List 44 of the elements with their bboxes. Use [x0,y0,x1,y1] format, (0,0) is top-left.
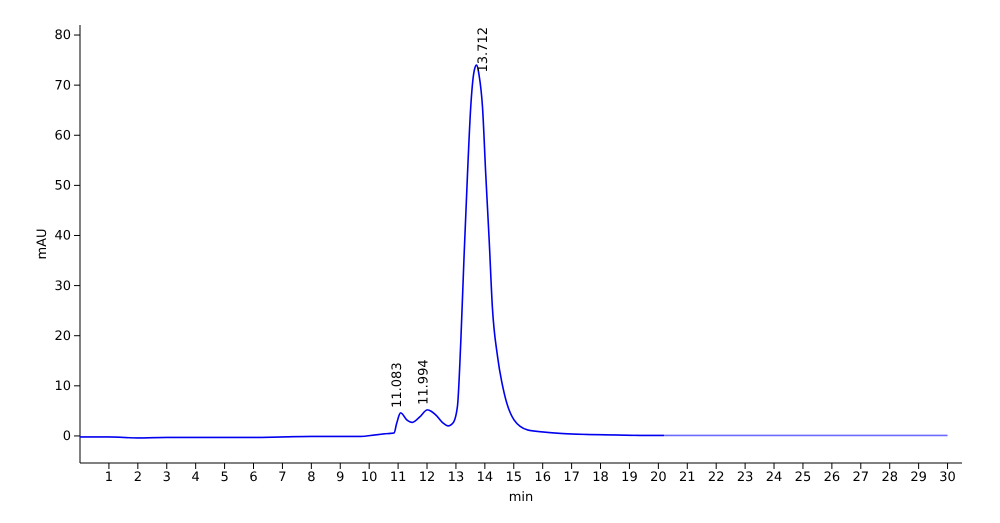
x-tick-label: 14 [476,470,494,486]
x-tick-label: 7 [278,470,287,486]
y-tick-label: 30 [54,278,71,294]
x-tick-label: 1 [104,470,114,486]
annotation: 11.083 [390,362,406,408]
x-tick-label: 3 [162,470,171,486]
x-tick-label: 17 [563,470,580,486]
y-tick-label: 70 [54,78,71,94]
x-tick-label: 26 [824,470,840,486]
x-tick-label: 30 [939,470,956,486]
x-tick-label: 19 [621,470,638,486]
y-axis-title: mAU [35,228,50,260]
x-tick-label: 22 [708,470,724,486]
x-tick-label: 27 [852,470,870,486]
x-tick-label: 5 [220,470,229,486]
x-tick-label: 15 [505,470,522,486]
x-tick-label: 25 [794,470,812,486]
x-tick-label: 11 [390,470,406,486]
y-tick-label: 50 [54,178,71,194]
y-tick-label: 60 [54,128,71,144]
x-axis-title: min [508,490,534,505]
x-tick-label: 2 [134,470,142,486]
x-tick-label: 24 [766,470,782,486]
x-tick-label: 16 [534,470,551,486]
x-tick-label: 9 [336,470,344,486]
x-tick-label: 13 [448,470,464,486]
y-tick-label: 80 [54,28,71,44]
x-tick-label: 4 [192,470,200,486]
y-tick-label: 40 [54,228,71,244]
x-tick-label: 10 [360,470,378,486]
x-tick-label: 23 [736,470,754,486]
x-tick-label: 28 [881,470,898,486]
y-tick-label: 10 [54,378,71,394]
x-tick-label: 20 [650,470,667,486]
x-tick-label: 21 [679,470,696,486]
x-tick-label: 6 [249,470,258,486]
annotation: 13.712 [476,27,492,72]
x-tick-label: 18 [592,470,609,486]
x-tick-label: 12 [418,470,436,486]
annotation: 11.994 [416,359,432,405]
x-tick-label: 29 [910,470,927,486]
y-tick-label: 0 [62,429,71,444]
x-tick-label: 8 [307,470,316,486]
y-tick-label: 20 [54,328,71,344]
